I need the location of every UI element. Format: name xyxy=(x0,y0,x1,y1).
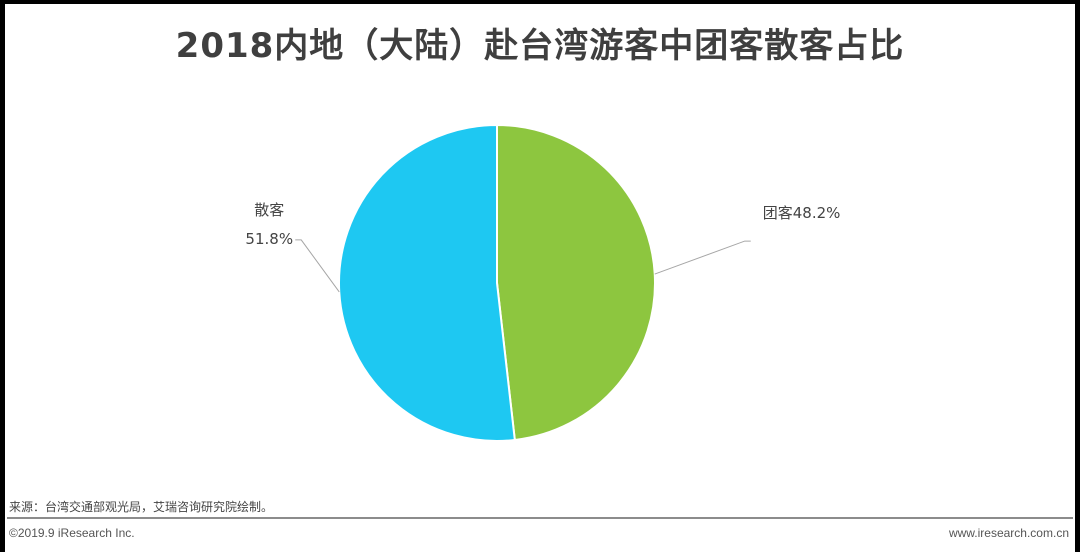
footer-divider xyxy=(7,517,1073,519)
pie-slice-group xyxy=(496,123,656,442)
label-individual-name: 散客 xyxy=(254,201,284,219)
leader-line-group xyxy=(654,240,751,275)
copyright-text: ©2019.9 iResearch Inc. xyxy=(9,526,135,540)
website-text: www.iresearch.com.cn xyxy=(948,526,1069,540)
label-group: 团客48.2% xyxy=(763,204,841,222)
pie-chart: 团客48.2% 散客 51.8% xyxy=(245,123,841,442)
leader-line-individual xyxy=(295,239,340,293)
chart-canvas: 2018内地（大陆）赴台湾游客中团客散客占比 团客48.2% 散客 51.8% … xyxy=(5,4,1075,552)
pie-slice-individual xyxy=(338,123,516,442)
source-note: 来源：台湾交通部观光局，艾瑞咨询研究院绘制。 xyxy=(9,500,274,514)
label-individual-value: 51.8% xyxy=(245,230,293,248)
chart-title: 2018内地（大陆）赴台湾游客中团客散客占比 xyxy=(175,26,905,66)
